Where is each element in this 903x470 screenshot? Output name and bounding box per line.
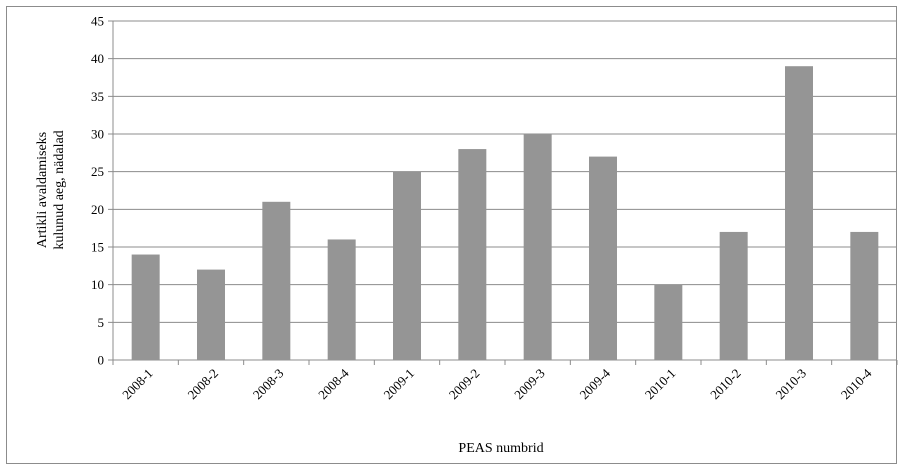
bar-2009-3	[523, 134, 552, 360]
x-tick-label: 2008-3	[250, 366, 287, 403]
x-tick-label: 2009-4	[576, 365, 613, 402]
x-tick-label: 2008-4	[315, 365, 352, 402]
x-tick-label: 2010-1	[642, 366, 679, 403]
bar-2008-4	[327, 239, 356, 360]
y-tick-label: 30	[91, 127, 104, 142]
x-axis-label: PEAS numbrid	[458, 441, 543, 456]
x-tick-label: 2008-2	[184, 366, 221, 403]
x-tick-labels: 2008-1 2008-2 2008-3 2008-4 2009-1 2009-2 2009…	[119, 365, 875, 402]
bar-2009-1	[393, 171, 421, 360]
x-tick-label: 2008-1	[119, 366, 156, 403]
y-tick-labels: 0 5 10 15 20 25 30 35 40 45	[91, 14, 104, 368]
x-tick-label: 2009-2	[446, 366, 483, 403]
x-tick-label: 2009-3	[511, 366, 548, 403]
x-tick-label: 2010-2	[707, 366, 744, 403]
y-tick-label: 35	[91, 89, 104, 104]
y-tick-label: 10	[91, 277, 104, 292]
chart-frame	[6, 6, 897, 464]
y-tick-label: 0	[98, 353, 105, 368]
bar-2009-2	[458, 149, 487, 360]
y-axis-label-line-2: kulunud aeg, nädalad	[52, 130, 67, 249]
bar-2010-2	[719, 231, 748, 360]
bar-2008-3	[262, 201, 291, 360]
y-tick-label: 40	[91, 51, 104, 66]
bar-2010-4	[850, 231, 879, 360]
bar-2009-4	[589, 156, 617, 360]
bar-2008-2	[197, 269, 225, 360]
y-tick-label: 20	[91, 202, 104, 217]
gridlines	[108, 20, 898, 365]
bars	[131, 66, 879, 360]
bar-2010-3	[785, 66, 813, 360]
y-tick-label: 5	[98, 315, 105, 330]
bar-2008-1	[131, 254, 160, 360]
y-axis-label-line-1: Artikli avaldamiseks	[35, 132, 50, 248]
x-tick-label: 2010-3	[772, 366, 809, 403]
x-tick-label: 2010-4	[838, 365, 875, 402]
y-tick-label: 45	[91, 14, 104, 29]
bar-2010-1	[654, 284, 683, 360]
y-tick-label: 15	[91, 240, 104, 255]
x-tick-label: 2009-1	[380, 366, 417, 403]
y-tick-label: 25	[91, 164, 104, 179]
